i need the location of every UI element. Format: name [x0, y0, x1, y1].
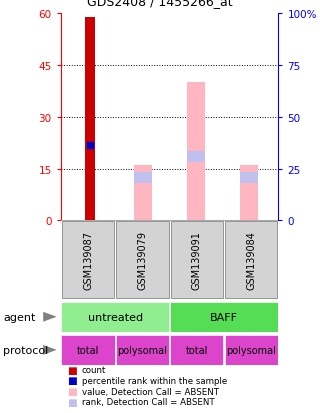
Bar: [225, 335, 278, 365]
Text: percentile rank within the sample: percentile rank within the sample: [82, 376, 227, 385]
Text: GSM139087: GSM139087: [83, 230, 93, 289]
Text: polysomal: polysomal: [226, 345, 276, 355]
Text: value, Detection Call = ABSENT: value, Detection Call = ABSENT: [82, 387, 219, 396]
Bar: [116, 222, 169, 299]
Bar: [85, 18, 95, 221]
Text: GSM139084: GSM139084: [246, 230, 256, 289]
Text: GSM139079: GSM139079: [137, 230, 148, 289]
Bar: [134, 166, 152, 221]
Bar: [61, 302, 169, 332]
Text: total: total: [186, 345, 208, 355]
Text: BAFF: BAFF: [210, 312, 238, 322]
Polygon shape: [43, 312, 57, 322]
Text: ■: ■: [67, 365, 77, 375]
Bar: [171, 222, 223, 299]
Text: GSM139091: GSM139091: [192, 230, 202, 289]
Bar: [62, 222, 114, 299]
Bar: [187, 83, 205, 221]
Text: GDS2408 / 1455266_at: GDS2408 / 1455266_at: [87, 0, 233, 8]
Bar: [116, 335, 169, 365]
Bar: [170, 302, 278, 332]
Text: ■: ■: [67, 386, 77, 396]
Text: rank, Detection Call = ABSENT: rank, Detection Call = ABSENT: [82, 397, 214, 406]
Text: count: count: [82, 365, 106, 374]
Bar: [225, 222, 277, 299]
Bar: [170, 335, 223, 365]
Polygon shape: [43, 345, 57, 355]
Bar: [134, 173, 152, 183]
Text: untreated: untreated: [88, 312, 143, 322]
Text: polysomal: polysomal: [117, 345, 167, 355]
Bar: [187, 152, 205, 162]
Text: ■: ■: [67, 397, 77, 407]
Bar: [61, 335, 115, 365]
Bar: [240, 166, 259, 221]
Text: total: total: [77, 345, 99, 355]
Text: ■: ■: [67, 375, 77, 385]
Text: protocol: protocol: [3, 345, 48, 355]
Bar: [240, 173, 259, 183]
Text: agent: agent: [3, 312, 36, 322]
